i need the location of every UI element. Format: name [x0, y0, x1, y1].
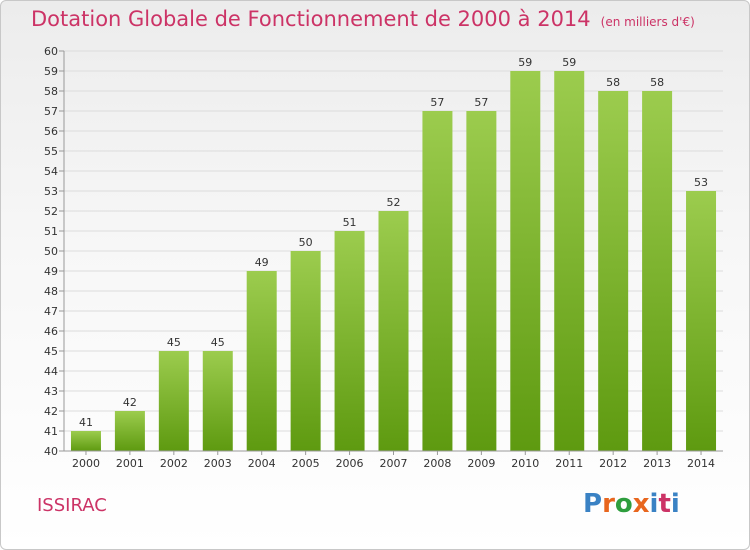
x-tick-label-2013: 2013: [643, 457, 671, 470]
x-tick-label-2009: 2009: [467, 457, 495, 470]
y-tick-label: 44: [44, 365, 58, 378]
y-tick-label: 42: [44, 405, 58, 418]
chart-title-text: Dotation Globale de Fonctionnement de 20…: [31, 7, 591, 31]
y-tick-label: 48: [44, 285, 58, 298]
proxiti-logo: Proxiti: [583, 489, 680, 519]
chart-title: Dotation Globale de Fonctionnement de 20…: [31, 7, 695, 31]
bar-2010: [510, 71, 541, 451]
y-tick-label: 58: [44, 85, 58, 98]
bar-2012: [598, 91, 629, 451]
x-tick-label-2003: 2003: [204, 457, 232, 470]
value-label-2012: 58: [606, 76, 620, 89]
bar-2002: [158, 351, 189, 451]
y-tick-label: 46: [44, 325, 58, 338]
x-tick-label-2011: 2011: [555, 457, 583, 470]
bar-2003: [202, 351, 233, 451]
y-tick-label: 50: [44, 245, 58, 258]
x-tick-label-2005: 2005: [292, 457, 320, 470]
logo-letter: t: [658, 489, 671, 519]
y-tick-label: 60: [44, 45, 58, 58]
y-tick-label: 59: [44, 65, 58, 78]
value-label-2005: 50: [299, 236, 313, 249]
y-tick-label: 55: [44, 145, 58, 158]
bar-2004: [246, 271, 277, 451]
value-label-2003: 45: [211, 336, 225, 349]
bar-2006: [334, 231, 365, 451]
bar-2011: [554, 71, 585, 451]
value-label-2013: 58: [650, 76, 664, 89]
logo-letter: o: [614, 489, 633, 519]
bar-2005: [290, 251, 321, 451]
x-tick-label-2007: 2007: [380, 457, 408, 470]
bar-2001: [114, 411, 145, 451]
bar-2009: [466, 111, 497, 451]
logo-letter: i: [670, 489, 680, 519]
x-tick-label-2012: 2012: [599, 457, 627, 470]
x-tick-label-2002: 2002: [160, 457, 188, 470]
y-tick-label: 47: [44, 305, 58, 318]
place-name: ISSIRAC: [37, 495, 107, 516]
value-label-2009: 57: [474, 96, 488, 109]
y-tick-label: 56: [44, 125, 58, 138]
y-tick-label: 41: [44, 425, 58, 438]
x-tick-label-2008: 2008: [423, 457, 451, 470]
bar-2014: [686, 191, 717, 451]
logo-letter: P: [583, 489, 603, 519]
x-tick-label-2000: 2000: [72, 457, 100, 470]
logo-letter: i: [649, 489, 659, 519]
y-tick-label: 54: [44, 165, 58, 178]
y-tick-label: 51: [44, 225, 58, 238]
value-label-2014: 53: [694, 176, 708, 189]
value-label-2000: 41: [79, 416, 93, 429]
bar-2007: [378, 211, 409, 451]
y-tick-label: 43: [44, 385, 58, 398]
logo-letter: x: [632, 489, 650, 519]
value-label-2006: 51: [343, 216, 357, 229]
value-label-2010: 59: [518, 56, 532, 69]
y-tick-label: 52: [44, 205, 58, 218]
y-tick-label: 57: [44, 105, 58, 118]
y-tick-label: 49: [44, 265, 58, 278]
x-tick-label-2001: 2001: [116, 457, 144, 470]
y-tick-label: 45: [44, 345, 58, 358]
value-label-2004: 49: [255, 256, 269, 269]
chart-unit: (en milliers d'€): [600, 15, 695, 29]
logo-letter: r: [602, 489, 615, 519]
value-label-2008: 57: [430, 96, 444, 109]
value-label-2001: 42: [123, 396, 137, 409]
y-tick-label: 40: [44, 445, 58, 458]
value-label-2011: 59: [562, 56, 576, 69]
value-label-2002: 45: [167, 336, 181, 349]
x-tick-label-2006: 2006: [336, 457, 364, 470]
y-tick-label: 53: [44, 185, 58, 198]
value-label-2007: 52: [387, 196, 401, 209]
x-tick-label-2010: 2010: [511, 457, 539, 470]
x-tick-label-2004: 2004: [248, 457, 276, 470]
bar-2008: [422, 111, 453, 451]
bar-2000: [70, 431, 101, 451]
x-tick-label-2014: 2014: [687, 457, 715, 470]
bar-2013: [642, 91, 673, 451]
